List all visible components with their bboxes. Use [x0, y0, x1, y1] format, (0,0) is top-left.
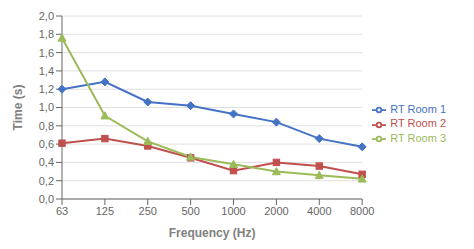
svg-text:125: 125 — [96, 205, 114, 217]
svg-text:1,8: 1,8 — [39, 28, 54, 40]
svg-text:2000: 2000 — [264, 205, 288, 217]
svg-text:Frequency (Hz): Frequency (Hz) — [169, 226, 256, 240]
svg-text:4000: 4000 — [307, 205, 331, 217]
svg-text:0,2: 0,2 — [39, 175, 54, 187]
svg-text:0,0: 0,0 — [39, 193, 54, 205]
svg-text:Time (s): Time (s) — [11, 85, 25, 131]
svg-text:1,4: 1,4 — [39, 65, 54, 77]
svg-text:0,4: 0,4 — [39, 156, 54, 168]
svg-text:500: 500 — [181, 205, 199, 217]
svg-text:1,0: 1,0 — [39, 101, 54, 113]
svg-text:2,0: 2,0 — [39, 10, 54, 22]
svg-text:1,6: 1,6 — [39, 47, 54, 59]
svg-text:1000: 1000 — [221, 205, 245, 217]
svg-text:0,8: 0,8 — [39, 120, 54, 132]
html-text:RT Room 2: RT Room 2 — [390, 117, 446, 130]
svg-text:1,2: 1,2 — [39, 83, 54, 95]
svg-text:250: 250 — [139, 205, 157, 217]
html-text:RT Room 3: RT Room 3 — [390, 131, 446, 144]
html-text:RT Room 1: RT Room 1 — [390, 103, 446, 116]
svg-text:0,6: 0,6 — [39, 138, 54, 150]
svg-text:8000: 8000 — [350, 205, 374, 217]
svg-text:63: 63 — [56, 205, 68, 217]
